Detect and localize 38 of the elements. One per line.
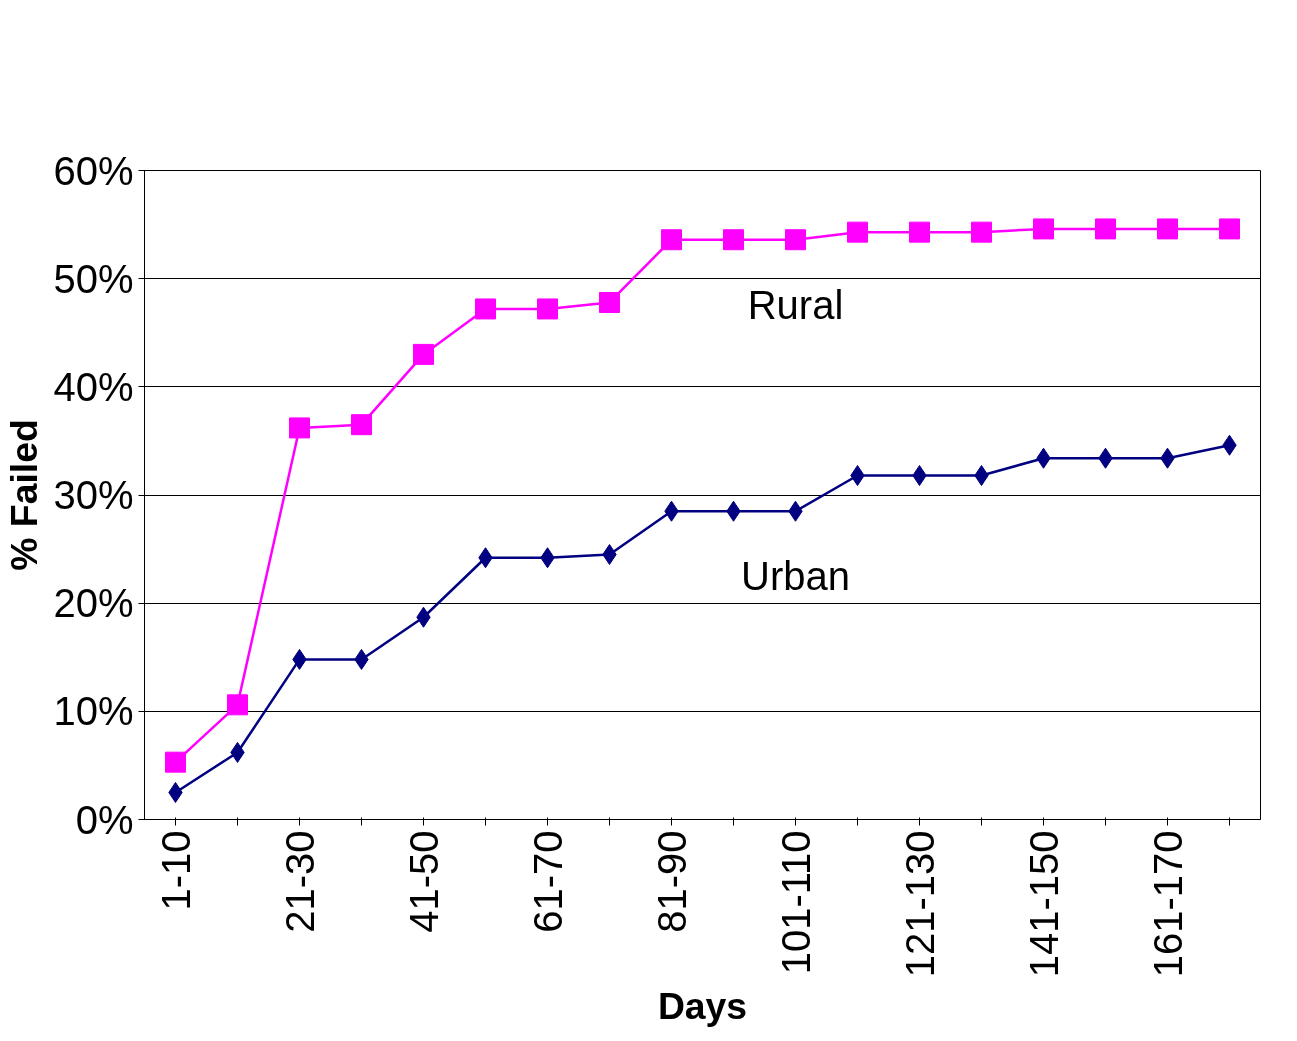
point	[413, 343, 434, 365]
y-tick-label: 0%	[75, 797, 134, 842]
x-tick-label: 1-10	[153, 830, 198, 911]
x-tick-label: 121-130	[897, 830, 942, 978]
point	[661, 229, 682, 251]
x-tick-label: 21-30	[277, 830, 322, 933]
x-tick-label: 61-70	[525, 830, 570, 933]
point	[723, 229, 744, 251]
point	[599, 291, 620, 313]
y-tick-label: 30%	[53, 473, 134, 517]
point	[847, 221, 868, 243]
y-tick-label: 40%	[53, 364, 134, 409]
point	[1157, 218, 1178, 240]
x-tick-label: 141-150	[1021, 830, 1066, 978]
point	[165, 751, 186, 773]
y-tick-label: 60%	[53, 148, 134, 193]
y-tick-label: 10%	[53, 689, 134, 734]
x-tick-label: 101-110	[773, 830, 818, 975]
x-tick-label: 81-90	[649, 830, 694, 933]
x-axis-title: Days	[657, 985, 748, 1028]
point	[1219, 218, 1240, 240]
series-label: Urban	[741, 554, 850, 599]
point	[785, 229, 806, 251]
y-axis-title: % Failed	[3, 419, 46, 571]
point	[971, 221, 992, 243]
x-tick-label: 161-170	[1145, 830, 1190, 978]
point	[289, 417, 310, 439]
point	[1033, 218, 1054, 240]
y-tick-label: 20%	[53, 581, 134, 626]
x-tick-label: 41-50	[401, 830, 446, 933]
point	[227, 694, 248, 716]
point	[909, 221, 930, 243]
point	[475, 298, 496, 320]
point	[351, 414, 372, 436]
point	[1095, 218, 1116, 240]
y-tick-label: 50%	[53, 256, 134, 301]
point	[537, 298, 558, 320]
series-label: Rural	[747, 282, 844, 327]
